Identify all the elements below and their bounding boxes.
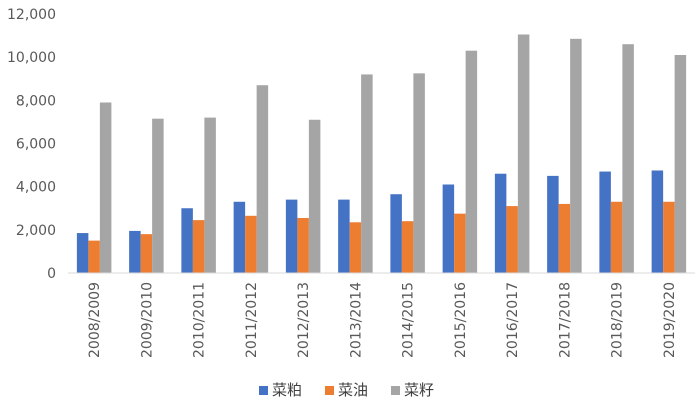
x-tick-label: 2017/2018 [557,282,573,358]
bar-series-2-11 [610,201,623,273]
legend-label: 菜籽 [404,381,434,399]
legend: 菜粕 菜油 菜籽 [259,381,434,399]
bar-series-2-12 [663,201,675,273]
bar-series-2-7 [401,221,414,273]
bar-series-1-12 [651,170,664,273]
bar-series-2-10 [558,203,571,273]
bar-series-3-9 [517,34,530,273]
bar-series-3-2 [152,118,164,274]
bar-series-2-4 [245,215,257,273]
bar-series-1-8 [442,184,455,273]
bar-series-3-5 [308,119,321,273]
bar-series-1-2 [129,230,141,273]
x-tick-label: 2012/2013 [296,282,312,358]
y-tick-label: 10,000 [7,50,56,66]
bar-series-3-11 [622,44,634,273]
bar-series-3-4 [256,85,269,273]
y-tick-label: 8,000 [16,93,56,109]
bar-series-2-1 [88,240,100,274]
y-tick-label: 12,000 [7,7,56,23]
bar-series-1-3 [181,208,193,273]
bar-series-1-4 [233,201,246,273]
bar-series-3-7 [413,73,425,273]
legend-swatch [325,386,334,395]
bar-series-2-5 [297,217,309,273]
bar-series-3-8 [465,50,478,273]
bar-series-2-3 [192,220,205,273]
x-tick-label: 2008/2009 [87,282,103,358]
y-tick-label: 2,000 [16,223,56,239]
bar-series-3-3 [204,117,216,273]
x-tick-label: 2018/2019 [610,282,626,358]
x-tick-label: 2014/2015 [401,282,417,358]
bar-series-1-7 [390,194,402,273]
x-axis: 2008/2009 2009/2010 2010/2011 2011/2012 2012… [87,282,678,358]
bar-series-2-9 [506,206,518,273]
y-tick-label: 6,000 [16,137,56,153]
x-tick-label: 2016/2017 [505,282,521,358]
bar-series-3-10 [570,38,582,273]
bar-series-1-10 [547,175,559,274]
x-tick-label: 2013/2014 [348,282,364,358]
legend-label: 菜粕 [272,381,302,399]
bar-series-2-6 [349,222,362,273]
x-tick-label: 2015/2016 [453,282,469,358]
bars [76,34,687,274]
bar-series-2-8 [454,213,466,273]
bar-series-2-2 [140,234,153,273]
x-tick-label: 2011/2012 [244,282,260,358]
bar-series-3-12 [674,55,687,274]
x-tick-label: 2019/2020 [662,282,678,358]
x-tick-label: 2009/2010 [139,282,155,358]
bar-series-1-5 [285,199,298,273]
bar-series-1-9 [494,173,507,273]
y-tick-label: 0 [47,266,56,282]
bar-series-3-1 [99,102,112,274]
bar-series-1-1 [76,233,89,273]
x-tick-label: 2010/2011 [192,282,208,358]
legend-swatch [259,386,268,395]
bar-series-1-11 [599,171,611,273]
bar-series-1-6 [338,199,350,273]
y-axis: 0 2,000 4,000 6,000 8,000 10,000 12,000 [7,7,56,282]
legend-swatch [391,386,400,395]
bar-series-3-6 [361,74,373,274]
y-tick-label: 4,000 [16,180,56,196]
legend-label: 菜油 [338,381,368,399]
